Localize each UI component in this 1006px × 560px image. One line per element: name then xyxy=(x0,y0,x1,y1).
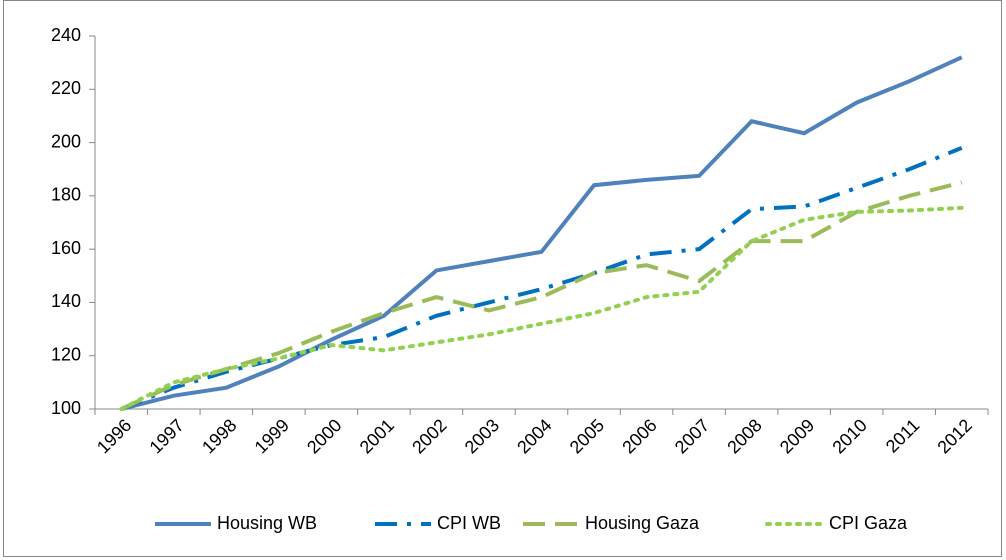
y-tick-label: 160 xyxy=(51,238,81,258)
x-tick-label: 2007 xyxy=(671,415,713,457)
y-tick-label: 200 xyxy=(51,131,81,151)
x-tick-label: 2006 xyxy=(618,415,660,457)
chart-border xyxy=(3,0,1002,557)
x-tick-label: 2000 xyxy=(303,415,345,457)
x-tick-label: 2002 xyxy=(408,415,450,457)
x-tick-label: 2009 xyxy=(776,415,818,457)
x-tick-label: 2011 xyxy=(882,415,924,457)
x-tick-label: 1996 xyxy=(93,415,135,457)
x-tick-label: 2012 xyxy=(933,415,975,457)
legend-label: Housing WB xyxy=(217,513,317,533)
legend-label: CPI Gaza xyxy=(829,513,908,533)
series-line xyxy=(120,180,963,411)
legend-label: Housing Gaza xyxy=(585,513,700,533)
x-tick-label: 1999 xyxy=(251,415,293,457)
x-tick-label: 1998 xyxy=(198,415,240,457)
y-tick-label: 220 xyxy=(51,78,81,98)
x-tick-label: 2005 xyxy=(566,415,608,457)
y-tick-label: 100 xyxy=(51,398,81,418)
series-line xyxy=(119,205,964,411)
x-tick-label: 1997 xyxy=(146,415,188,457)
series-line xyxy=(120,55,963,411)
x-tick-label: 2008 xyxy=(723,415,765,457)
legend-label: CPI WB xyxy=(437,513,501,533)
x-tick-label: 2001 xyxy=(356,415,398,457)
y-tick-label: 240 xyxy=(51,25,81,45)
x-tick-label: 2004 xyxy=(513,415,555,457)
y-tick-label: 120 xyxy=(51,344,81,364)
y-tick-label: 180 xyxy=(51,185,81,205)
x-tick-label: 2003 xyxy=(461,415,503,457)
series-line xyxy=(120,146,963,411)
x-tick-label: 2010 xyxy=(828,415,870,457)
y-tick-label: 140 xyxy=(51,291,81,311)
